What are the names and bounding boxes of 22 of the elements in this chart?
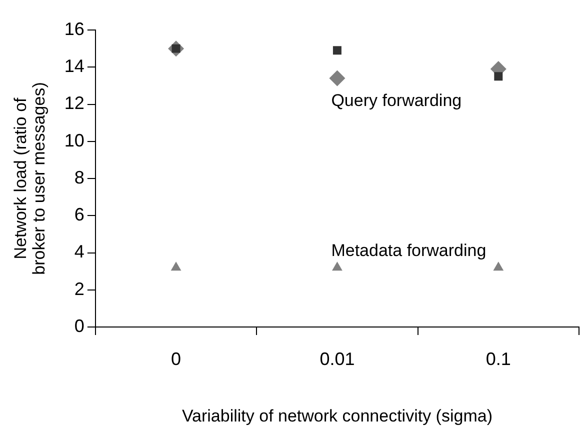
y-tick-label: 12	[64, 93, 84, 114]
y-tick-label: 4	[74, 242, 84, 262]
point	[493, 262, 504, 271]
point	[332, 262, 342, 271]
y-tick-label: 16	[64, 18, 84, 39]
x-tick-label: 0.1	[486, 348, 511, 369]
y-tick-label: 10	[64, 130, 84, 150]
y-tick-label: 8	[74, 167, 84, 188]
y-tick-label: 2	[74, 278, 84, 299]
x-tick-label: 0	[171, 348, 182, 369]
point	[329, 70, 346, 86]
point	[170, 262, 182, 271]
annotation: Metadata forwarding	[331, 240, 486, 260]
y-axis-title: Network load (ratio of broker to user messages)	[11, 82, 49, 275]
y-tick-label: 14	[64, 56, 84, 76]
point	[332, 46, 342, 55]
point	[494, 72, 503, 81]
annotation: Query forwarding	[331, 90, 462, 110]
x-axis-title: Variability of network connectivity (sigma)	[182, 406, 492, 426]
x-tick-label: 0.01	[320, 348, 355, 369]
y-tick-label: 6	[74, 204, 84, 225]
y-tick-label: 0	[74, 316, 84, 336]
